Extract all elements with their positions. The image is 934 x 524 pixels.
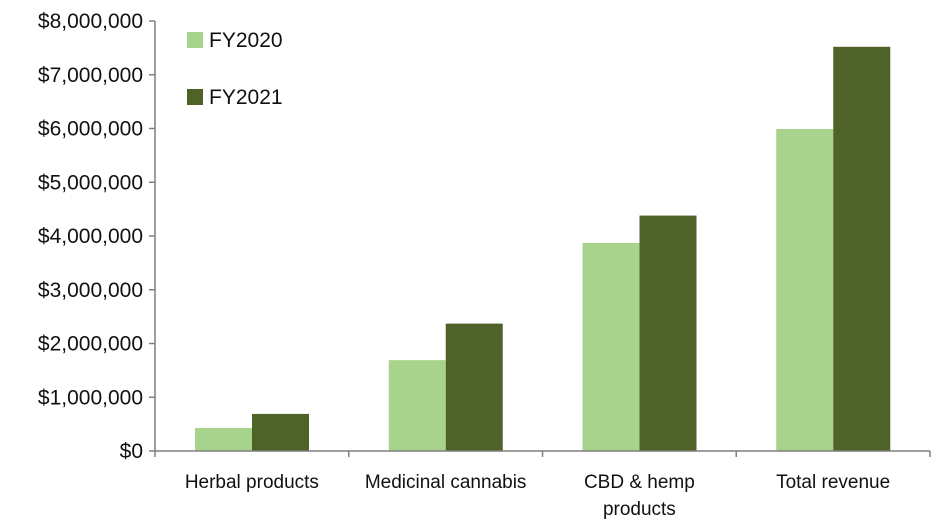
y-tick-label: $1,000,000 <box>38 386 143 409</box>
x-tick-label: Medicinal cannabis <box>365 472 527 493</box>
x-tick-label: CBD & hemp <box>584 472 695 493</box>
bar-fy2020 <box>776 129 834 451</box>
legend-label: FY2021 <box>209 86 283 109</box>
legend-swatch-fy2020 <box>187 32 203 48</box>
bar-fy2021 <box>252 413 309 451</box>
y-tick-label: $7,000,000 <box>38 64 143 87</box>
y-tick-label: $0 <box>120 440 143 463</box>
legend-label: FY2020 <box>209 29 283 52</box>
x-tick-label: Total revenue <box>776 472 890 493</box>
bar-fy2020 <box>388 360 446 451</box>
x-axis-ticks: Herbal products Medicinal cannabis CBD & h… <box>154 451 931 520</box>
bar-fy2020 <box>582 242 640 451</box>
y-tick-label: $4,000,000 <box>38 225 143 248</box>
bar-fy2021 <box>639 215 697 451</box>
legend-swatch-fy2021 <box>187 89 203 105</box>
y-tick-label: $6,000,000 <box>38 118 143 141</box>
bar-fy2021 <box>833 46 891 452</box>
x-tick-label: products <box>603 499 676 519</box>
y-tick-label: $2,000,000 <box>38 333 143 356</box>
y-tick-label: $5,000,000 <box>38 171 143 194</box>
y-axis-ticks: $0 $1,000,000 $2,000,000 $3,000,000 $4,000,0… <box>38 10 155 463</box>
bar-fy2021 <box>445 323 503 451</box>
x-tick-label: Herbal products <box>185 472 319 493</box>
y-tick-label: $3,000,000 <box>38 279 143 302</box>
bar-fy2020 <box>195 427 252 451</box>
legend: FY2020 FY2021 <box>187 29 283 109</box>
bars <box>195 46 891 452</box>
y-tick-label: $8,000,000 <box>38 10 143 33</box>
